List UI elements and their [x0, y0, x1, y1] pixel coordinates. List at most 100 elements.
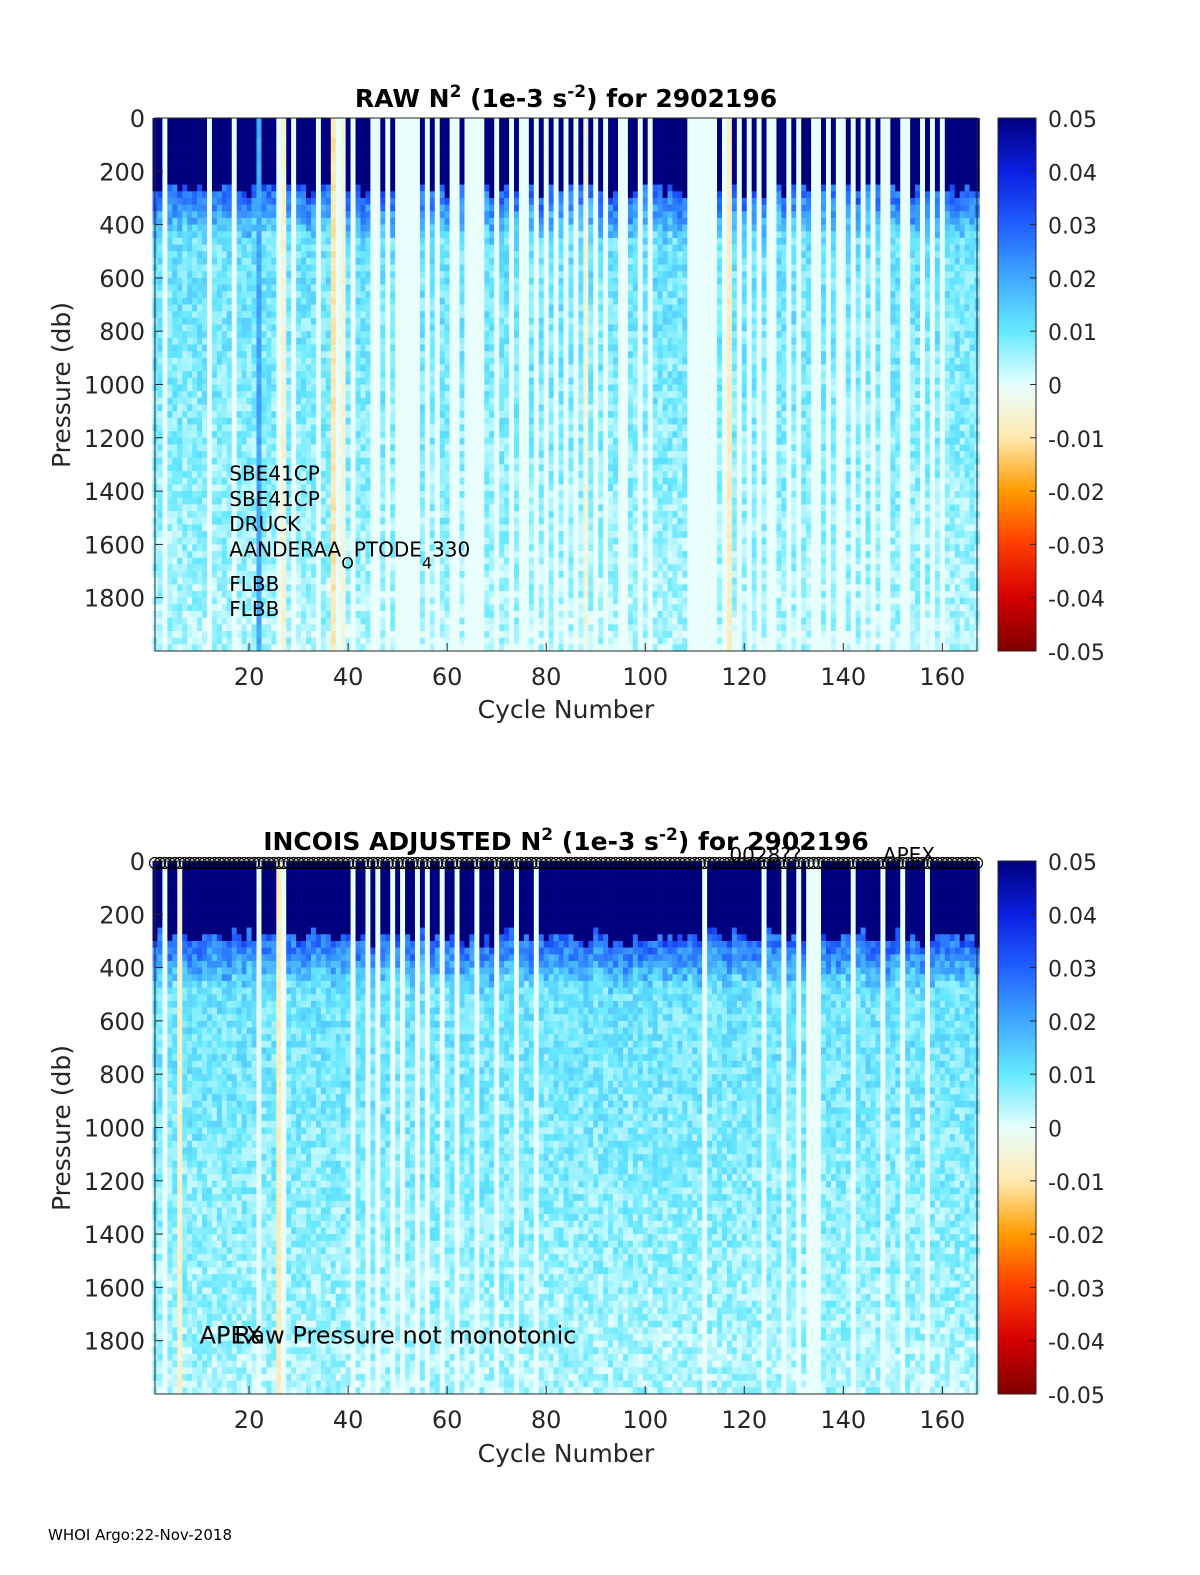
heatmap-cell — [310, 437, 317, 445]
heatmap-cell — [167, 591, 173, 598]
heatmap-cell — [514, 564, 520, 572]
heatmap-cell — [226, 397, 233, 405]
heatmap-cell — [266, 431, 272, 439]
heatmap-cell — [246, 604, 252, 612]
heatmap-cell — [538, 257, 545, 265]
heatmap-cell — [266, 284, 272, 292]
heatmap-cell — [192, 277, 198, 285]
heatmap-cell — [538, 571, 545, 579]
heatmap-cell — [583, 157, 589, 165]
heatmap-cell — [632, 144, 639, 152]
heatmap-cell — [429, 504, 436, 512]
heatmap-cell — [444, 371, 450, 379]
heatmap-cell — [281, 204, 287, 212]
heatmap-cell — [177, 631, 183, 638]
heatmap-cell — [261, 417, 267, 425]
heatmap-cell — [296, 644, 302, 652]
heatmap-cell — [192, 311, 198, 319]
heatmap-cell — [306, 544, 312, 552]
heatmap-cell — [632, 437, 639, 445]
heatmap-column — [474, 118, 480, 651]
heatmap-cell — [345, 484, 351, 492]
heatmap-cell — [419, 404, 426, 412]
heatmap-cell — [182, 617, 188, 625]
heatmap-cell — [246, 251, 252, 259]
heatmap-cell — [172, 524, 178, 532]
heatmap-cell — [632, 264, 639, 272]
heatmap-cell — [256, 477, 262, 485]
heatmap-cell — [246, 511, 252, 519]
heatmap-cell — [202, 544, 208, 552]
heatmap-cell — [226, 504, 233, 512]
heatmap-cell — [632, 171, 639, 179]
heatmap-column — [246, 118, 252, 652]
heatmap-cell — [197, 277, 203, 285]
heatmap-cell — [197, 591, 203, 598]
heatmap-cell — [365, 444, 371, 452]
heatmap-cell — [187, 464, 193, 472]
heatmap-cell — [192, 517, 198, 525]
heatmap-cell — [216, 177, 223, 185]
heatmap-cell — [548, 511, 554, 519]
heatmap-cell — [558, 144, 564, 152]
heatmap-cell — [548, 537, 554, 545]
heatmap-cell — [310, 377, 317, 385]
heatmap-cell — [236, 464, 242, 472]
heatmap-cell — [306, 197, 312, 205]
heatmap-cell — [340, 137, 346, 145]
heatmap-cell — [197, 471, 203, 479]
heatmap-cell — [202, 257, 208, 265]
heatmap-cell — [548, 624, 554, 632]
heatmap-cell — [310, 557, 317, 565]
heatmap-cell — [197, 537, 203, 545]
heatmap-cell — [187, 471, 193, 479]
heatmap-cell — [489, 137, 495, 145]
heatmap-cell — [167, 471, 173, 479]
heatmap-cell — [459, 457, 465, 465]
heatmap-cell — [167, 337, 173, 345]
heatmap-cell — [301, 231, 307, 239]
heatmap-cell — [627, 224, 634, 232]
heatmap-cell — [345, 424, 351, 432]
heatmap-cell — [251, 377, 257, 385]
heatmap-column — [310, 118, 317, 652]
heatmap-cell — [306, 411, 312, 419]
heatmap-cell — [256, 624, 262, 632]
heatmap-cell — [548, 344, 554, 352]
heatmap-cell — [613, 391, 619, 399]
heatmap-cell — [216, 424, 223, 432]
heatmap-cell — [286, 244, 292, 252]
heatmap-cell — [271, 391, 277, 399]
heatmap-cell — [419, 164, 426, 172]
heatmap-cell — [192, 531, 198, 539]
heatmap-cell — [281, 351, 287, 359]
heatmap-cell — [236, 551, 242, 559]
heatmap-cell — [613, 177, 619, 185]
heatmap-cell — [182, 437, 188, 445]
heatmap-cell — [459, 471, 465, 479]
heatmap-cell — [484, 411, 490, 419]
heatmap-cell — [608, 491, 614, 499]
heatmap-cell — [266, 411, 272, 419]
heatmap-cell — [390, 237, 396, 245]
heatmap-cell — [320, 477, 327, 485]
heatmap-cell — [246, 537, 252, 545]
heatmap-cell — [187, 477, 193, 485]
heatmap-cell — [221, 451, 228, 459]
heatmap-cell — [627, 497, 634, 505]
heatmap-cell — [241, 251, 247, 259]
heatmap-cell — [306, 157, 312, 165]
heatmap-cell — [439, 151, 445, 159]
heatmap-cell — [221, 264, 228, 272]
heatmap-cell — [390, 177, 396, 185]
heatmap-cell — [296, 217, 302, 225]
heatmap-cell — [167, 244, 173, 252]
heatmap-cell — [340, 611, 346, 618]
heatmap-cell — [429, 397, 436, 405]
heatmap-cell — [211, 591, 218, 598]
heatmap-cell — [281, 397, 287, 405]
heatmap-cell — [340, 344, 346, 352]
heatmap-cell — [187, 431, 193, 439]
heatmap-cell — [499, 244, 505, 252]
heatmap-cell — [429, 391, 436, 399]
